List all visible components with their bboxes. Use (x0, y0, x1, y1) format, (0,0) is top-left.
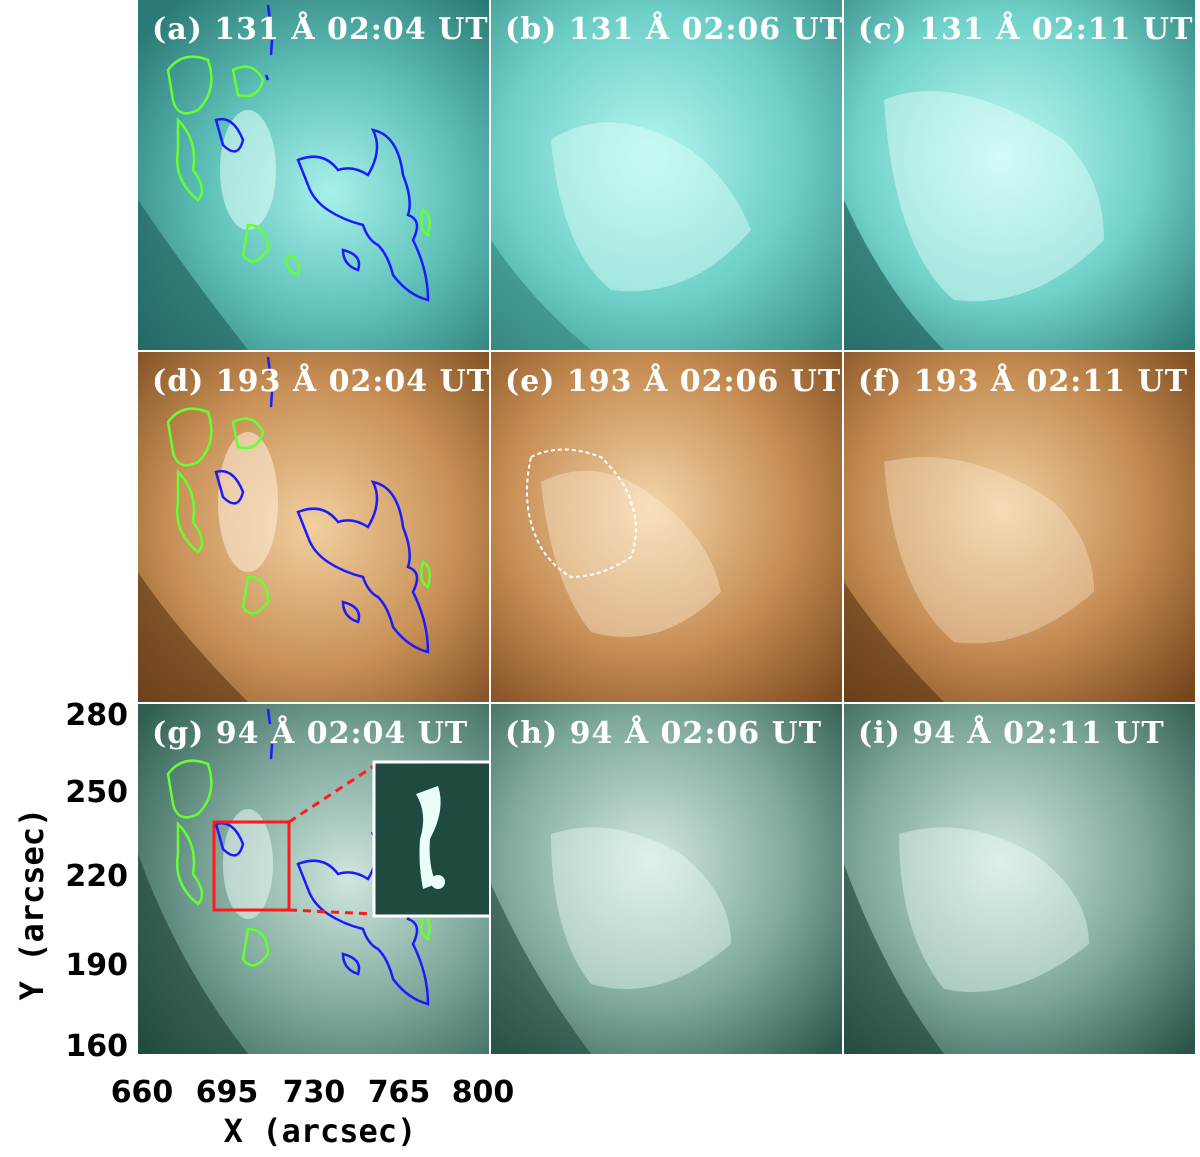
x-tick-label: 765 (367, 1075, 431, 1110)
contours-negative (214, 4, 430, 302)
y-tick-label: 220 (65, 859, 128, 894)
zoom-box (212, 820, 291, 912)
y-tick-label: 190 (65, 948, 128, 983)
contours-positive (166, 407, 431, 615)
region-outline (526, 448, 637, 579)
panel-label: (a) 131 Å 02:04 UT (152, 12, 489, 47)
y-axis-label: Y (arcsec) (13, 807, 51, 1001)
aia-94-image (138, 704, 489, 1054)
y-tick-label: 160 (65, 1029, 128, 1064)
panel-g: (g) 94 Å 02:04 UT (138, 704, 489, 1054)
aia-131-image (138, 0, 489, 350)
aia-193-image (491, 352, 842, 702)
panel-label: (h) 94 Å 02:06 UT (505, 716, 823, 751)
y-tick-label: 250 (65, 775, 128, 810)
contours-positive (166, 55, 431, 277)
panel-i: (i) 94 Å 02:11 UT (844, 704, 1195, 1054)
contours-positive (166, 759, 431, 967)
x-tick-label: 730 (282, 1075, 346, 1110)
panel-a: (a) 131 Å 02:04 UT (138, 0, 489, 350)
x-tick-label: 800 (451, 1075, 515, 1110)
contours-negative (214, 708, 430, 1006)
x-tick-label: 660 (110, 1075, 174, 1110)
panel-label: (e) 193 Å 02:06 UT (505, 364, 842, 399)
aia-131-image (491, 0, 842, 350)
panel-f: (f) 193 Å 02:11 UT (844, 352, 1195, 702)
panel-d: (d) 193 Å 02:04 UT (138, 352, 489, 702)
panel-e: (e) 193 Å 02:06 UT (491, 352, 842, 702)
aia-193-image (844, 352, 1195, 702)
x-axis-label: X (arcsec) (223, 1112, 417, 1150)
panel-label: (f) 193 Å 02:11 UT (858, 364, 1189, 399)
aia-131-image (844, 0, 1195, 350)
aia-94-image (844, 704, 1195, 1054)
aia-94-image (491, 704, 842, 1054)
panel-label: (b) 131 Å 02:06 UT (505, 12, 842, 47)
panel-c: (c) 131 Å 02:11 UT (844, 0, 1195, 350)
aia-193-image (138, 352, 489, 702)
panel-label: (i) 94 Å 02:11 UT (858, 716, 1165, 751)
panel-b: (b) 131 Å 02:06 UT (491, 0, 842, 350)
y-tick-label: 280 (65, 698, 128, 733)
panel-label: (d) 193 Å 02:04 UT (152, 364, 489, 399)
panel-label: (c) 131 Å 02:11 UT (858, 12, 1194, 47)
panel-h: (h) 94 Å 02:06 UT (491, 704, 842, 1054)
x-tick-label: 695 (195, 1075, 259, 1110)
zoom-inset (372, 760, 489, 918)
panel-label: (g) 94 Å 02:04 UT (152, 716, 469, 751)
contours-negative (214, 356, 430, 654)
